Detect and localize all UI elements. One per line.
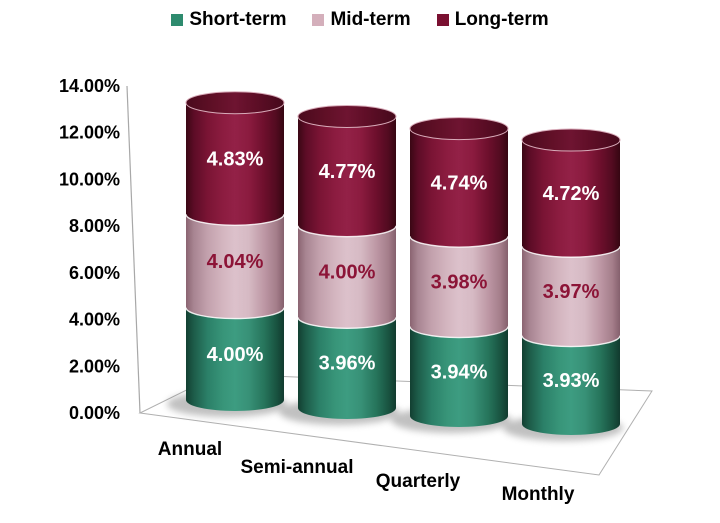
legend-swatch-icon: [312, 14, 325, 26]
cylinder-segment-mid-term-quarterly: [410, 236, 508, 338]
segment-boundary: [521, 335, 621, 348]
segment-boundary: [297, 317, 397, 329]
data-label: 4.83%: [207, 148, 264, 170]
segment-boundary: [521, 246, 621, 258]
cylinder-segment-short-term-semi-annual: [298, 317, 396, 419]
data-label: 4.00%: [319, 262, 376, 284]
legend-swatch-icon: [171, 14, 184, 26]
cylinder-segment-long-term-semi-annual: [298, 116, 396, 237]
cylinder-segment-short-term-monthly: [522, 335, 620, 435]
legend-item-mid-term: Mid-term: [312, 9, 411, 31]
y-tick-label: 12.00%: [59, 123, 120, 143]
data-label: 3.96%: [319, 353, 376, 375]
category-label: Annual: [158, 439, 222, 460]
cylinder-segment-mid-term-semi-annual: [298, 225, 396, 329]
legend-label: Mid-term: [330, 9, 411, 30]
cylinder-segment-long-term-monthly: [522, 140, 620, 258]
legend-swatch-icon: [436, 14, 449, 26]
data-label: 3.94%: [431, 361, 488, 383]
y-tick-label: 10.00%: [59, 169, 120, 189]
cylinder-segment-short-term-quarterly: [410, 326, 508, 427]
data-label: 3.97%: [543, 281, 600, 303]
segment-boundary: [185, 307, 285, 320]
data-label: 4.04%: [207, 251, 264, 273]
cylinder-cap: [297, 104, 397, 128]
category-label: Quarterly: [376, 471, 461, 492]
y-tick-label: 0.00%: [69, 403, 120, 423]
segment-boundary: [185, 214, 285, 226]
data-label: 4.72%: [543, 183, 600, 205]
y-tick-label: 14.00%: [59, 76, 120, 96]
category-label: Monthly: [502, 484, 575, 505]
legend-label: Long-term: [454, 9, 549, 30]
y-tick-label: 6.00%: [69, 263, 120, 283]
data-label: 4.74%: [431, 172, 488, 194]
segment-boundary: [409, 326, 509, 339]
legend: Short-term Mid-term Long-term: [0, 9, 720, 31]
cylinder-cap: [521, 128, 621, 152]
data-label: 4.77%: [319, 161, 376, 183]
legend-item-long-term: Long-term: [436, 9, 549, 31]
y-tick-label: 8.00%: [69, 216, 120, 236]
y-tick-label: 2.00%: [69, 356, 120, 376]
cylinder-segment-long-term-annual: [186, 102, 284, 226]
cylinder-segment-mid-term-monthly: [522, 246, 620, 347]
segment-boundary: [297, 225, 397, 238]
data-label: 4.00%: [207, 344, 264, 366]
cylinder-segment-mid-term-annual: [186, 214, 284, 319]
cylinder-segment-long-term-quarterly: [410, 128, 508, 248]
category-label: Semi-annual: [241, 457, 354, 478]
y-tick-label: 4.00%: [69, 310, 120, 330]
legend-item-short-term: Short-term: [171, 9, 286, 31]
cylinder-cap: [185, 91, 285, 115]
y-axis-line: [126, 85, 141, 414]
cylinder-cap: [409, 117, 509, 141]
segment-boundary: [409, 236, 509, 248]
legend-label: Short-term: [189, 9, 287, 30]
data-label: 3.93%: [543, 370, 600, 392]
cylinder-segment-short-term-annual: [186, 307, 284, 411]
data-label: 3.98%: [431, 271, 488, 293]
